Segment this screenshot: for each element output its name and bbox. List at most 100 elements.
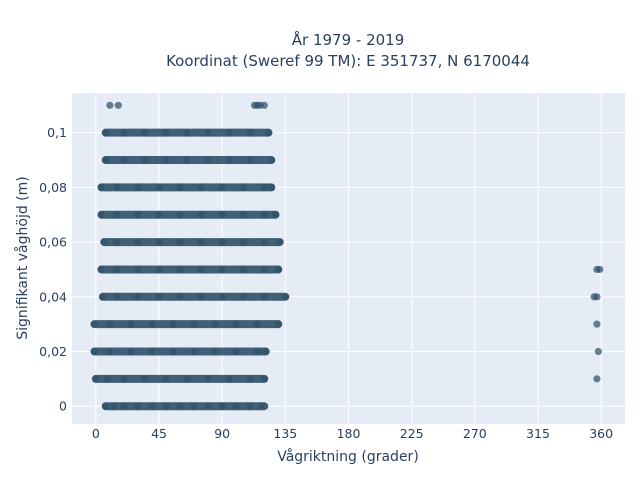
scatter-point (239, 265, 247, 274)
scatter-point (267, 183, 275, 191)
scatter-point (183, 156, 191, 164)
scatter-point (246, 375, 254, 383)
scatter-point (232, 347, 240, 356)
scatter-point (155, 293, 163, 301)
scatter-point (176, 265, 184, 274)
x-tick-label: 45 (151, 426, 167, 441)
scatter-point (92, 375, 100, 383)
scatter-point (155, 211, 163, 219)
scatter-point (141, 375, 149, 383)
scatter-point (225, 156, 233, 164)
y-tick-labels: 0 0,02 0,04 0,06 0,08 0,1 (39, 125, 67, 414)
scatter-point (176, 238, 184, 246)
scatter-point (176, 293, 184, 301)
scatter-point (281, 293, 289, 301)
x-tick-label: 90 (214, 426, 230, 441)
scatter-point (274, 320, 282, 328)
x-tick-label: 315 (526, 426, 550, 441)
scatter-point (113, 265, 121, 274)
scatter-point (97, 265, 106, 274)
scatter-point (260, 183, 268, 191)
scatter-point (190, 347, 198, 356)
y-tick-label: 0,1 (47, 125, 67, 140)
x-tick-label: 270 (463, 426, 487, 441)
scatter-point (232, 320, 240, 328)
scatter-point (218, 265, 226, 274)
scatter-point (155, 238, 163, 246)
scatter-point (102, 129, 110, 137)
scatter-point (99, 293, 107, 301)
scatter-point (218, 402, 226, 410)
scatter-point (134, 402, 142, 410)
scatter-point (260, 211, 268, 219)
scatter-point (593, 320, 601, 328)
scatter-point (103, 375, 111, 383)
scatter-point (271, 211, 280, 219)
y-tick-label: 0,06 (39, 235, 67, 250)
scatter-point (120, 402, 128, 410)
scatter-point (596, 265, 604, 274)
scatter-point (106, 101, 114, 109)
scatter-point (176, 402, 184, 410)
scatter-point (218, 183, 226, 191)
scatter-point (134, 211, 142, 219)
scatter-point (127, 347, 135, 356)
chart-title-line1: År 1979 - 2019 (292, 30, 405, 49)
scatter-point (169, 347, 177, 356)
scatter-point (260, 238, 268, 246)
scatter-point (90, 347, 99, 356)
scatter-point (260, 375, 268, 383)
scatter-point (114, 101, 122, 109)
scatter-point (253, 347, 261, 356)
scatter-point (102, 402, 110, 410)
y-tick-label: 0,04 (39, 289, 67, 304)
scatter-point (120, 129, 128, 137)
scatter-point (113, 211, 121, 219)
x-tick-labels: 0 45 90 135 180 225 270 315 360 (92, 426, 613, 441)
x-tick-label: 225 (400, 426, 424, 441)
scatter-point (262, 347, 270, 356)
scatter-point (260, 265, 268, 274)
scatter-point (148, 320, 156, 328)
scatter-point (134, 183, 142, 191)
x-tick-label: 0 (92, 426, 100, 441)
scatter-points (90, 101, 604, 410)
scatter-point (141, 156, 149, 164)
scatter-point (190, 320, 198, 328)
scatter-point (260, 101, 268, 109)
scatter-point (113, 293, 121, 301)
scatter-point (274, 265, 282, 274)
scatter-point (190, 402, 198, 410)
scatter-point (246, 129, 254, 137)
scatter-point (183, 375, 191, 383)
scatter-point (197, 211, 205, 219)
scatter-point (183, 129, 191, 137)
scatter-point (102, 156, 110, 164)
scatter-point (225, 375, 233, 383)
scatter-point (204, 156, 212, 164)
scatter-point (106, 347, 114, 356)
scatter-point (197, 183, 205, 191)
scatter-point (218, 238, 226, 246)
y-tick-label: 0 (59, 399, 67, 414)
scatter-point (90, 320, 99, 328)
scatter-point (169, 320, 177, 328)
scatter-point (97, 211, 106, 219)
scatter-point (100, 238, 108, 246)
scatter-point (120, 156, 128, 164)
x-tick-label: 360 (589, 426, 613, 441)
scatter-point (134, 265, 142, 274)
scatter-point (204, 402, 212, 410)
x-tick-label: 135 (273, 426, 297, 441)
scatter-point (155, 265, 163, 274)
scatter-point (246, 156, 254, 164)
scatter-point (176, 183, 184, 191)
scatter-point (253, 320, 261, 328)
scatter-point (110, 402, 118, 410)
scatter-point (594, 347, 602, 356)
scatter-point (218, 293, 226, 301)
y-tick-label: 0,08 (39, 180, 67, 195)
scatter-point (141, 129, 149, 137)
scatter-point (134, 293, 142, 301)
scatter-point (239, 211, 247, 219)
